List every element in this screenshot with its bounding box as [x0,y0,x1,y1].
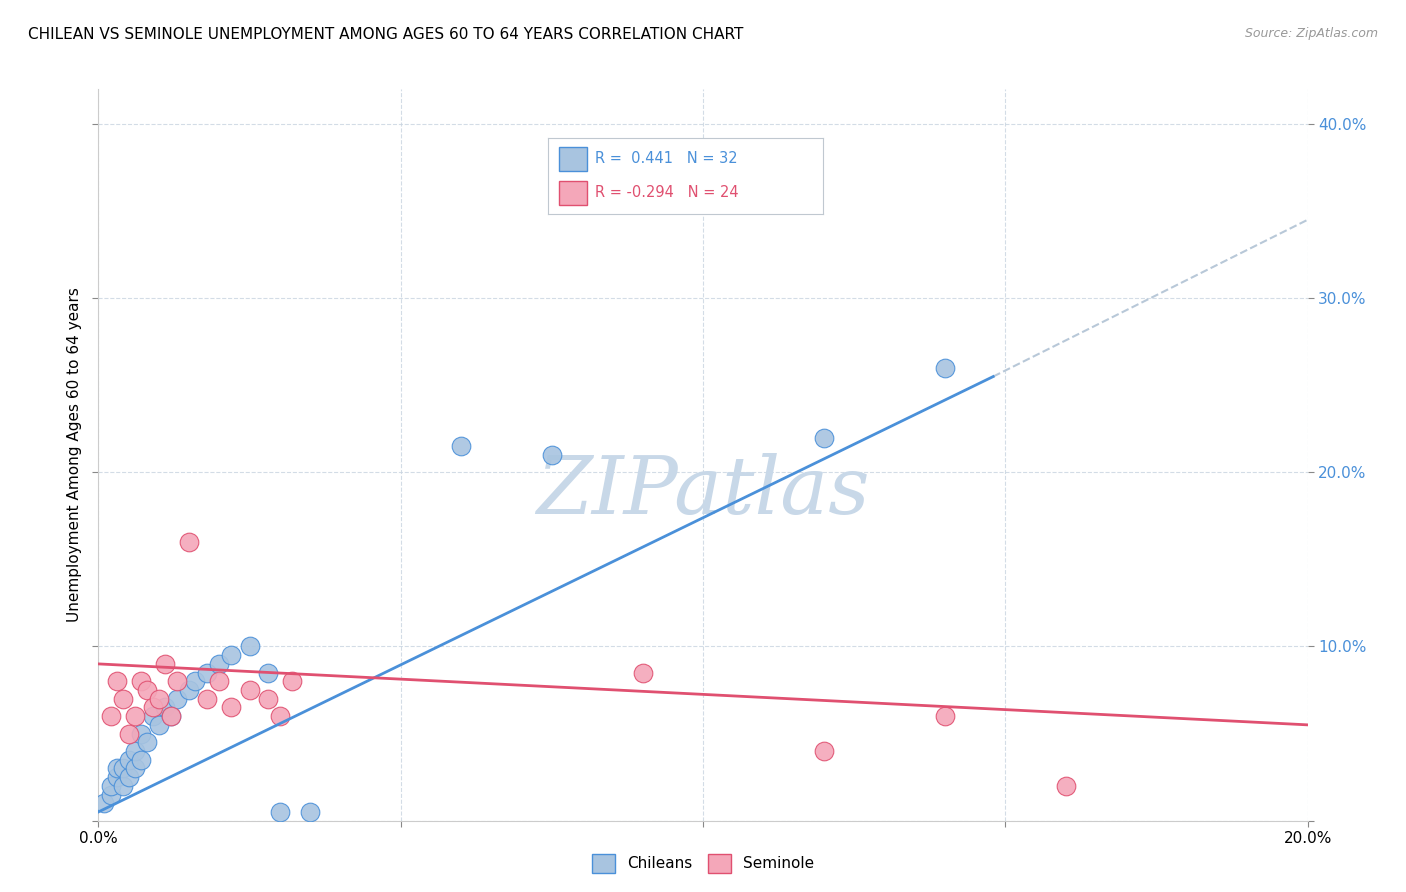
Point [239,640,262,654]
Point [239,683,262,698]
Point [195,691,218,706]
Point [256,691,278,706]
Point [93,796,115,810]
Point [195,665,218,680]
Point [269,709,291,723]
Point [166,691,188,706]
Point [166,674,188,689]
Text: R =  0.441   N = 32: R = 0.441 N = 32 [595,152,738,166]
Text: ZIPatlas: ZIPatlas [536,453,870,530]
FancyBboxPatch shape [560,146,586,171]
Point [111,691,134,706]
Point [208,657,231,671]
Text: CHILEAN VS SEMINOLE UNEMPLOYMENT AMONG AGES 60 TO 64 YEARS CORRELATION CHART: CHILEAN VS SEMINOLE UNEMPLOYMENT AMONG A… [28,27,744,42]
Point [105,761,128,775]
Point [142,709,165,723]
Point [450,439,472,453]
Point [813,430,835,444]
Point [221,648,243,663]
Point [177,683,201,698]
Text: R = -0.294   N = 24: R = -0.294 N = 24 [595,186,738,201]
Point [100,709,122,723]
Y-axis label: Unemployment Among Ages 60 to 64 years: Unemployment Among Ages 60 to 64 years [66,287,82,623]
Point [135,735,157,749]
Point [124,761,146,775]
Point [184,674,207,689]
Point [111,761,134,775]
Point [631,665,654,680]
Point [160,709,183,723]
Point [153,700,176,714]
Point [281,674,304,689]
Point [148,718,170,732]
Point [124,744,146,758]
Point [177,535,201,549]
Text: Source: ZipAtlas.com: Source: ZipAtlas.com [1244,27,1378,40]
Point [124,709,146,723]
Point [153,657,176,671]
Point [129,753,152,767]
Point [100,788,122,802]
Point [129,726,152,740]
FancyBboxPatch shape [560,181,586,205]
Point [148,691,170,706]
Point [160,709,183,723]
Point [813,744,835,758]
Point [934,360,956,375]
Point [1054,779,1077,793]
Point [221,700,243,714]
Point [256,665,278,680]
Legend: Chileans, Seminole: Chileans, Seminole [586,848,820,879]
Point [129,674,152,689]
Point [105,770,128,784]
Point [934,709,956,723]
Point [118,770,141,784]
Point [111,779,134,793]
Point [118,726,141,740]
Point [100,779,122,793]
Point [208,674,231,689]
Point [269,805,291,819]
Point [105,674,128,689]
Point [142,700,165,714]
Point [299,805,322,819]
Point [135,683,157,698]
Point [118,753,141,767]
Point [540,448,562,462]
